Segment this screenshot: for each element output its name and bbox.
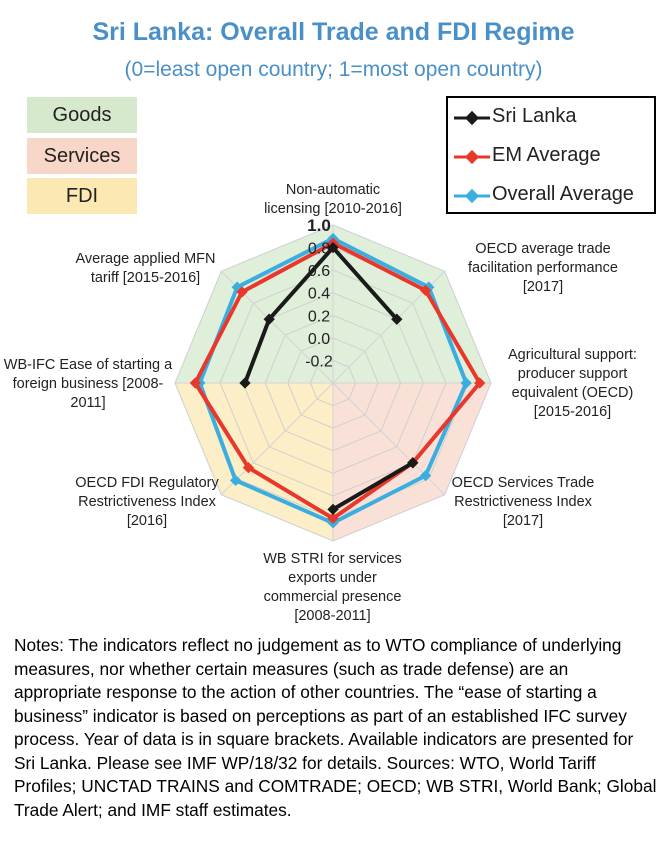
spoke-line [220,382,334,496]
chart-title: Sri Lanka: Overall Trade and FDI Regime [92,18,575,46]
sector-fdi: FDI [27,178,137,214]
axis-label-agricultural-support: Agricultural support: producer support e… [508,347,637,420]
axis-label-trade-facilitation: OECD average trade facilitation performa… [468,241,618,295]
data-point-sri-lanka [391,313,403,325]
data-point-em-average [327,512,339,525]
data-point-sri-lanka [407,457,419,469]
legend-item-em-average: EM Average [448,139,654,175]
tick-label: 0.4 [308,286,330,303]
axis-label-average-mfn-tariff: Average applied MFN tariff [2015-2016] [75,251,216,286]
chart-subtitle: (0=least open country; 1=most open count… [124,58,543,81]
chart-legend: Sri Lanka EM Average Overall Average [446,96,656,214]
tick-label: 0.8 [308,241,330,258]
data-point-overall-average [460,377,472,389]
legend-label-em-average: EM Average [492,144,601,166]
radar-chart: 1.0 0.8 0.6 0.4 0.2 0.0 -0.2 [174,216,492,542]
data-point-sri-lanka [263,313,275,325]
notes-text: Notes: The indicators reflect no judgeme… [14,635,657,820]
tick-label: -0.2 [305,353,333,370]
data-point-sri-lanka [327,503,339,516]
data-point-sri-lanka [239,377,251,389]
axis-label-oecd-services-stri: OECD Services Trade Restrictiveness Inde… [451,475,595,529]
sector-goods: Goods [27,97,137,133]
data-point-em-average [474,377,486,389]
legend-marker-overall-average [454,188,490,204]
data-point-em-average [419,284,432,297]
data-point-sri-lanka [327,241,339,254]
axis-label-oecd-fdi: OECD FDI Regulatory Restrictiveness Inde… [75,475,219,529]
axis-label-wb-stri: WB STRI for services exports under comme… [263,551,402,624]
legend-label-sri-lanka: Sri Lanka [492,105,577,127]
data-point-em-average [236,286,248,298]
legend-label-overall-average: Overall Average [492,183,634,205]
tick-label: 0.0 [308,331,330,348]
legend-marker-sri-lanka [454,110,490,126]
sector-services: Services [27,138,137,174]
tick-label: 0.6 [308,263,330,280]
tick-label: 0.2 [308,308,330,325]
data-point-overall-average [419,469,432,482]
axis-label-non-automatic-licensing: Non-automatic licensing [2010-2016] [264,182,402,217]
tick-label: 1.0 [307,216,331,235]
legend-item-sri-lanka: Sri Lanka [448,100,654,136]
data-point-em-average [189,377,201,389]
axis-label-wb-ifc-ease: WB-IFC Ease of starting a foreign busine… [3,357,173,411]
data-point-em-average [242,461,255,474]
legend-item-overall-average: Overall Average [448,178,654,214]
legend-marker-em-average [454,149,490,165]
data-point-overall-average [229,474,242,487]
